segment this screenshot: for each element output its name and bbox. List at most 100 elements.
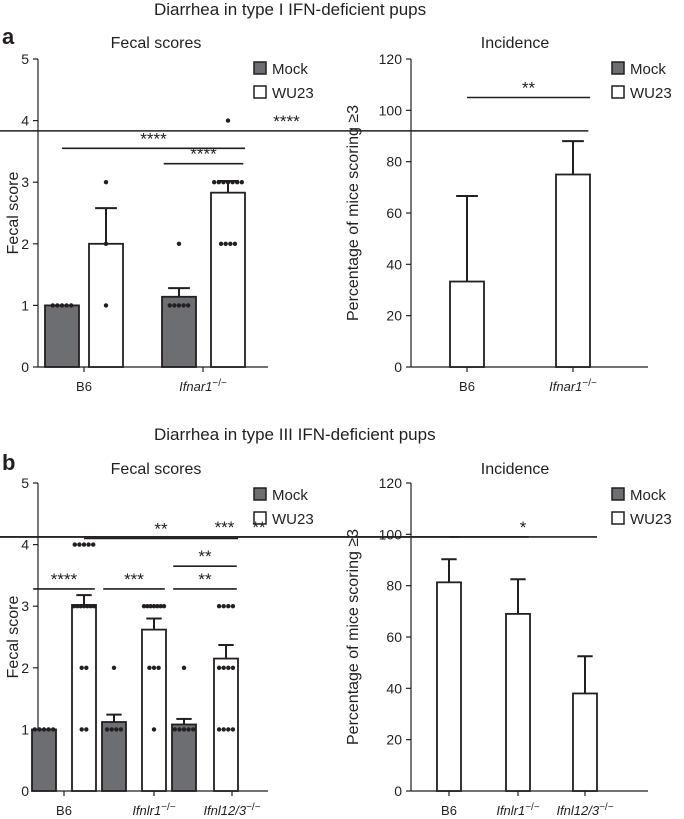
data-point (86, 542, 91, 547)
x-tick-label: B6 (56, 803, 72, 818)
data-point (103, 180, 109, 185)
data-point (103, 241, 109, 246)
data-point (221, 727, 226, 732)
data-point (225, 180, 231, 185)
bar-wu23 (505, 613, 531, 792)
x-tick-label: Ifnlr1−/− (132, 802, 176, 819)
data-point (221, 604, 226, 609)
data-point (151, 665, 157, 670)
x-tick-label: B6 (459, 379, 475, 394)
chart-b-incidence: Incidence Percentage of mice scoring ≥3 0 2… (0, 461, 672, 818)
x-tick-label: Ifnl12/3−/− (203, 802, 260, 819)
data-point (109, 727, 114, 732)
y-tick-label: 20 (386, 732, 402, 748)
significance-label: **** (273, 112, 300, 131)
data-point (75, 604, 80, 609)
y-axis-label: Fecal score (5, 596, 22, 679)
data-point (151, 727, 157, 732)
data-point (77, 542, 82, 547)
data-point (79, 727, 84, 732)
bar-wu23 (449, 280, 485, 368)
data-point (55, 303, 60, 308)
data-point (212, 180, 217, 185)
data-point (91, 542, 96, 547)
data-point (37, 727, 42, 732)
chart-a-incidence: Incidence Percentage of mice scoring ≥3 0 2… (0, 35, 672, 394)
significance-label: ** (252, 518, 266, 537)
legend-swatch-wu23 (611, 85, 625, 99)
y-tick-label: 80 (386, 154, 402, 170)
data-point (161, 604, 167, 609)
y-tick-label: 0 (394, 783, 402, 799)
data-point (147, 665, 152, 670)
legend-label-wu23: WU23 (272, 511, 314, 528)
data-point (151, 604, 157, 609)
data-point (230, 665, 236, 670)
bar-wu23 (555, 173, 591, 368)
data-point (156, 665, 161, 670)
y-tick-label: 1 (21, 297, 29, 313)
legend-label-mock: Mock (630, 487, 666, 504)
legend-label-mock: Mock (272, 487, 308, 504)
data-point (51, 727, 56, 732)
chart-title: Fecal scores (111, 35, 202, 52)
x-tick-label: Ifnar1−/− (549, 378, 597, 395)
data-point (223, 241, 228, 246)
bar-mock (161, 295, 197, 368)
bar-mock (44, 304, 80, 368)
chart-title: Incidence (481, 35, 550, 52)
bar-wu23 (210, 191, 246, 368)
significance-label: *** (124, 570, 144, 589)
legend-label-mock: Mock (630, 61, 666, 78)
data-point (216, 727, 222, 732)
data-point (221, 180, 226, 185)
data-point (186, 727, 191, 732)
data-point (79, 665, 84, 670)
data-point (216, 180, 221, 185)
data-point (85, 604, 90, 609)
legend-swatch-mock (253, 61, 267, 75)
data-point (172, 303, 177, 308)
x-tick-label: B6 (441, 803, 457, 818)
y-tick-label: 60 (386, 629, 402, 645)
chart-title: Incidence (481, 461, 550, 478)
data-point (172, 727, 177, 732)
data-point (176, 241, 182, 246)
data-point (225, 118, 231, 123)
data-point (148, 604, 153, 609)
legend-label-wu23: WU23 (272, 85, 314, 102)
y-axis-label: Fecal score (5, 172, 22, 255)
data-point (59, 303, 65, 308)
data-point (226, 727, 231, 732)
data-point (81, 604, 87, 609)
data-point (191, 727, 196, 732)
data-point (230, 604, 236, 609)
data-point (167, 303, 172, 308)
data-point (84, 665, 89, 670)
significance-label: **** (140, 129, 167, 148)
significance-label: ** (154, 519, 168, 538)
bar-wu23 (436, 581, 462, 792)
x-tick-label: B6 (76, 379, 92, 394)
significance-label: ** (522, 79, 536, 98)
panel-b-letter: b (2, 450, 16, 475)
data-point (69, 303, 74, 308)
significance-label: ** (198, 570, 212, 589)
data-point (216, 665, 222, 670)
significance-label: **** (51, 570, 78, 589)
data-point (114, 727, 119, 732)
data-point (72, 542, 78, 547)
data-point (226, 665, 231, 670)
panel-b-title: Diarrhea in type III IFN-deficient pups (154, 425, 436, 444)
data-point (88, 604, 93, 609)
legend-swatch-mock (611, 487, 625, 501)
bar-mock (171, 723, 197, 792)
data-point (239, 180, 244, 185)
y-tick-label: 2 (21, 660, 29, 676)
data-point (155, 604, 160, 609)
data-point (141, 604, 147, 609)
bar-wu23 (71, 604, 97, 792)
legend-swatch-wu23 (253, 511, 267, 525)
y-axis-label: Percentage of mice scoring ≥3 (345, 529, 362, 745)
